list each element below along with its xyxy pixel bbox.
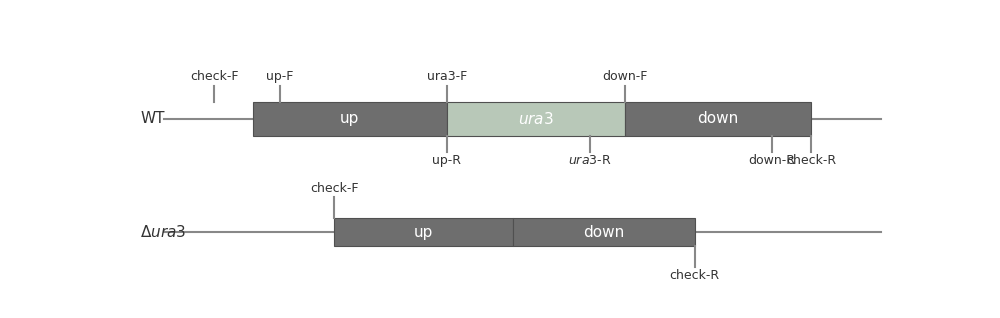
Text: up: up <box>414 225 433 240</box>
Text: up-F: up-F <box>266 71 294 83</box>
Text: down: down <box>697 112 738 127</box>
Text: WT: WT <box>140 112 165 127</box>
Text: up-R: up-R <box>432 155 461 168</box>
FancyBboxPatch shape <box>447 102 625 136</box>
Text: $\it{ura3}$-R: $\it{ura3}$-R <box>568 155 612 168</box>
Text: check-F: check-F <box>310 182 358 195</box>
Text: up: up <box>340 112 359 127</box>
FancyBboxPatch shape <box>625 102 811 136</box>
Text: check-R: check-R <box>670 269 720 282</box>
FancyBboxPatch shape <box>253 102 447 136</box>
Text: check-F: check-F <box>190 71 238 83</box>
Text: ura3-F: ura3-F <box>426 71 467 83</box>
Text: down-R: down-R <box>749 155 796 168</box>
FancyBboxPatch shape <box>512 218 695 246</box>
Text: $\it{\Delta ura3}$: $\it{\Delta ura3}$ <box>140 224 187 240</box>
Text: check-R: check-R <box>786 155 836 168</box>
Text: down-F: down-F <box>602 71 648 83</box>
Text: down: down <box>583 225 624 240</box>
FancyBboxPatch shape <box>334 218 512 246</box>
Text: $\it{ura3}$: $\it{ura3}$ <box>518 111 554 127</box>
